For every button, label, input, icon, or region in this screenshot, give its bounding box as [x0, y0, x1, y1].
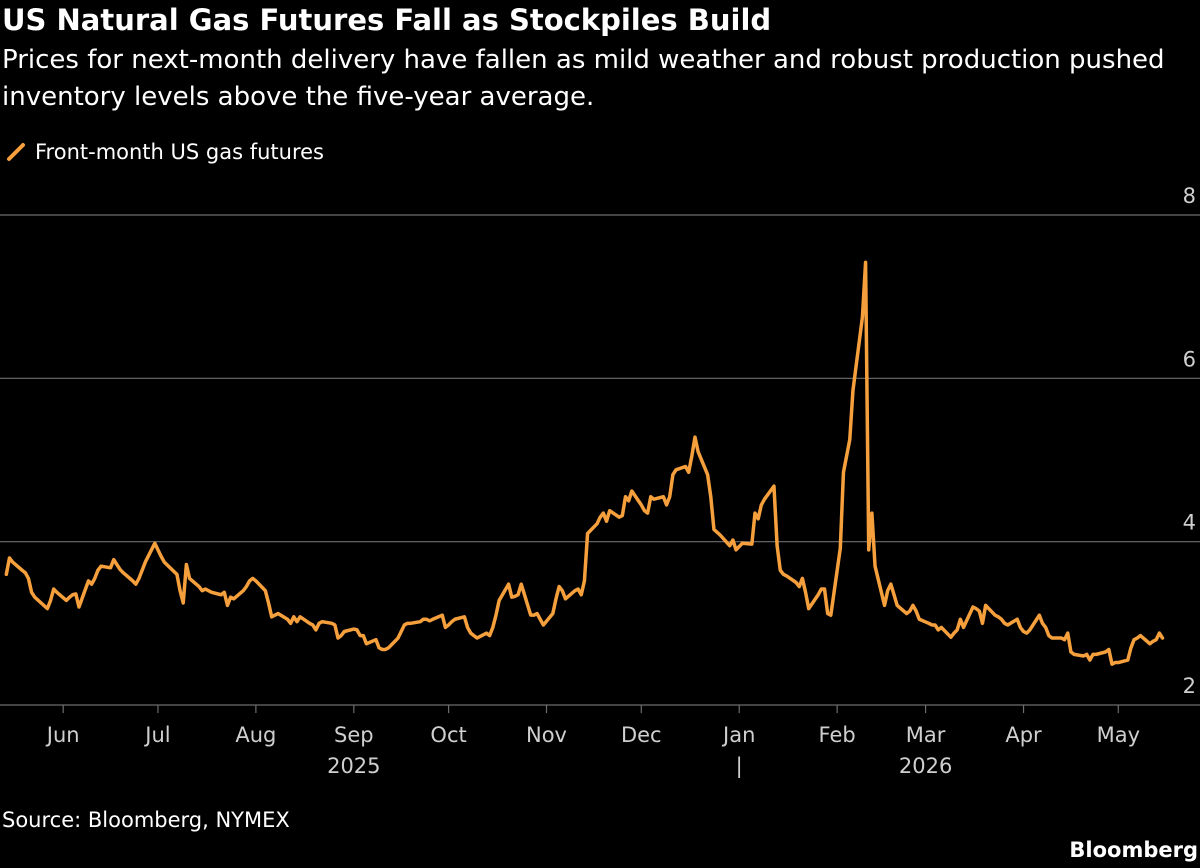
chart-title: US Natural Gas Futures Fall as Stockpile…: [2, 3, 772, 37]
legend: Front-month US gas futures: [6, 138, 324, 166]
x-tick-label: Oct: [430, 723, 466, 747]
y-axis-labels: 2 4 6 8: [1183, 184, 1196, 698]
x-tick-label: Mar: [906, 723, 946, 747]
x-tick-label: Aug: [235, 723, 276, 747]
y-tick-label: 8: [1183, 184, 1196, 208]
legend-swatch-icon: [7, 143, 25, 161]
source-note: Source: Bloomberg, NYMEX: [2, 808, 290, 832]
y-tick-label: 4: [1183, 511, 1196, 535]
x-tick-label: Sep: [334, 723, 374, 747]
brand-logo: Bloomberg: [1069, 838, 1198, 862]
year-label: 2025: [327, 754, 380, 778]
x-tick-label: Dec: [621, 723, 662, 747]
x-tick-label: May: [1097, 723, 1140, 747]
x-axis-ticks: [62, 705, 1119, 713]
year-label: 2026: [899, 754, 952, 778]
x-tick-label: Jan: [721, 723, 755, 747]
x-axis-labels: Jun Jul Aug Sep Oct Nov Dec Jan Feb Mar Apr May 2025…: [45, 723, 1140, 779]
y-tick-label: 2: [1183, 674, 1196, 698]
x-tick-label: Nov: [526, 723, 567, 747]
x-tick-label: Jul: [143, 723, 170, 747]
gridlines: [0, 214, 1200, 706]
series-line-0: [4, 260, 1165, 666]
x-tick-label: Feb: [819, 723, 856, 747]
series-layer: [4, 260, 1165, 666]
chart-subtitle: Prices for next-month delivery have fall…: [2, 45, 1165, 112]
y-tick-label: 6: [1183, 347, 1196, 371]
line-chart: 2 4 6 8 Jun Jul Aug Sep Oct Nov Dec Jan Feb Mar Apr Ma…: [0, 184, 1200, 779]
x-tick-label: Jun: [45, 723, 80, 747]
x-tick-label: Apr: [1005, 723, 1042, 747]
year-divider: |: [736, 754, 743, 779]
legend-label: Front-month US gas futures: [35, 140, 324, 164]
